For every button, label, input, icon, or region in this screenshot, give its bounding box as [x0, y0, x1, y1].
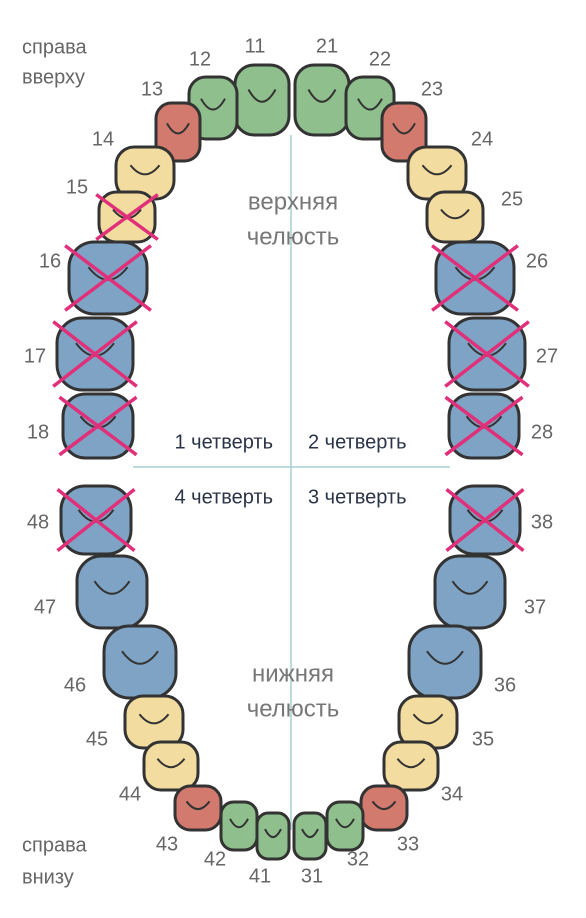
tooth-number: 48 — [27, 511, 49, 533]
tooth-number: 28 — [531, 421, 553, 443]
tooth-groove — [93, 580, 131, 595]
quadrant-label: 1 четверть — [174, 431, 273, 453]
tooth — [255, 811, 291, 861]
tooth — [123, 694, 185, 750]
tooth-number: 38 — [531, 511, 553, 533]
tooth-number: 24 — [471, 128, 493, 150]
teeth — [52, 63, 530, 861]
tooth — [325, 800, 365, 852]
tooth-number: 34 — [441, 783, 463, 805]
corner-note: вверху — [22, 66, 85, 88]
tooth-number: 35 — [472, 728, 494, 750]
tooth — [407, 624, 483, 700]
cross-mark — [56, 488, 136, 552]
corner-note: внизу — [22, 866, 74, 888]
tooth-number: 25 — [501, 188, 523, 210]
tooth-groove — [426, 650, 464, 665]
tooth-number: 17 — [24, 345, 46, 367]
jaw-label: верхняя — [248, 188, 338, 215]
tooth-groove — [185, 800, 211, 811]
tooth — [102, 624, 178, 700]
tooth-number: 43 — [156, 833, 178, 855]
tooth-number: 18 — [27, 421, 49, 443]
tooth — [173, 784, 223, 832]
tooth-number: 36 — [494, 674, 516, 696]
tooth-groove — [121, 650, 159, 665]
tooth-number: 16 — [39, 250, 61, 272]
tooth-groove — [335, 818, 355, 829]
tooth-number: 11 — [245, 35, 266, 57]
tooth-groove — [247, 89, 277, 103]
corner-note: справа — [22, 834, 87, 856]
tooth-groove — [392, 122, 416, 135]
tooth-groove — [421, 164, 453, 176]
tooth-groove — [129, 164, 161, 176]
quadrant-label: 3 четверть — [308, 486, 407, 508]
tooth-number: 27 — [536, 345, 558, 367]
tooth-number: 21 — [316, 35, 338, 57]
tooth-number: 42 — [204, 848, 226, 870]
cross-mark — [64, 244, 152, 312]
tooth-groove — [371, 800, 397, 811]
tooth-number: 46 — [64, 674, 86, 696]
tooth — [433, 554, 507, 630]
tooth-number: 22 — [369, 48, 391, 70]
tooth-groove — [357, 98, 383, 111]
cross-mark — [95, 193, 159, 241]
tooth-groove — [229, 818, 249, 829]
tooth — [293, 63, 351, 137]
tooth-number: 12 — [189, 48, 211, 70]
tooth-number: 23 — [421, 78, 443, 100]
tooth — [75, 554, 149, 630]
tooth-groove — [156, 758, 186, 769]
jaw-label: челюсть — [247, 695, 340, 722]
cross-mark — [444, 320, 530, 388]
jaw-label: челюсть — [247, 223, 340, 250]
tooth-groove — [440, 208, 470, 220]
tooth-groove — [412, 713, 444, 725]
jaw-label: нижняя — [252, 660, 334, 687]
tooth — [233, 63, 291, 137]
tooth-groove — [396, 758, 426, 769]
tooth-groove — [307, 89, 337, 103]
tooth-number: 41 — [249, 865, 271, 887]
cross-mark — [52, 320, 138, 388]
cross-mark — [445, 488, 525, 552]
tooth-number: 15 — [66, 176, 88, 198]
tooth — [382, 740, 440, 792]
tooth-number: 45 — [86, 728, 108, 750]
tooth-number: 47 — [34, 596, 56, 618]
tooth-number: 44 — [119, 783, 141, 805]
tooth-groove — [301, 828, 319, 839]
tooth-number: 26 — [526, 250, 548, 272]
tooth-number: 33 — [397, 833, 419, 855]
tooth — [425, 190, 485, 244]
tooth-number: 31 — [301, 865, 323, 887]
tooth-groove — [200, 98, 226, 111]
tooth-groove — [166, 122, 190, 135]
tooth — [380, 101, 428, 163]
tooth — [219, 800, 259, 852]
tooth-groove — [451, 580, 489, 595]
cross-mark — [431, 244, 519, 312]
tooth — [292, 811, 328, 861]
tooth — [359, 784, 409, 832]
corner-note: справа — [22, 36, 87, 58]
cross-mark — [444, 395, 524, 457]
quadrant-label: 2 четверть — [308, 431, 407, 453]
tooth-number: 13 — [141, 78, 163, 100]
tooth-number: 14 — [92, 128, 114, 150]
tooth — [397, 694, 459, 750]
quadrant-label: 4 четверть — [174, 486, 273, 508]
tooth-groove — [264, 828, 282, 839]
tooth — [142, 740, 200, 792]
cross-mark — [58, 395, 138, 457]
tooth-number: 32 — [347, 848, 369, 870]
tooth — [154, 101, 202, 163]
tooth-groove — [138, 713, 170, 725]
tooth-number: 37 — [524, 596, 546, 618]
